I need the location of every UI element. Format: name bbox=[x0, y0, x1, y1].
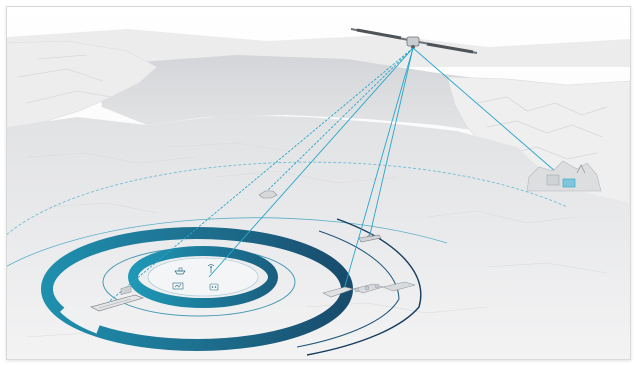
link-to-vessel-left bbox=[104, 47, 414, 306]
station-highlight bbox=[562, 178, 576, 188]
hub-core bbox=[147, 257, 259, 297]
satellite-dish bbox=[411, 45, 415, 49]
link-to-vessel-right bbox=[342, 47, 414, 294]
ship-icon bbox=[174, 267, 186, 275]
link-to-drone bbox=[264, 47, 414, 194]
satellite-panel-right bbox=[426, 42, 474, 54]
vessel-right bbox=[322, 281, 416, 298]
navy-range-arc-outer bbox=[306, 218, 422, 356]
aircraft bbox=[358, 232, 382, 243]
arctic-satellite-scene bbox=[7, 7, 630, 359]
link-to-hub bbox=[208, 47, 414, 278]
outer-ring-gap bbox=[60, 301, 102, 334]
satellite-body bbox=[406, 36, 420, 47]
satellite-panel-left bbox=[356, 28, 402, 40]
hub-icon-cluster bbox=[172, 264, 219, 291]
vessel-left bbox=[90, 285, 145, 312]
illustration-frame bbox=[6, 6, 631, 360]
ice-shelf-ridges bbox=[16, 54, 112, 104]
navy-range-arc-inner bbox=[296, 230, 400, 348]
robot-icon bbox=[209, 283, 219, 291]
outer-range-arc-dashed bbox=[7, 161, 568, 235]
satellite bbox=[350, 28, 478, 54]
coastline-ridges bbox=[476, 96, 608, 160]
link-to-aircraft bbox=[368, 47, 414, 240]
inner-teal-ring bbox=[128, 246, 278, 308]
antenna-icon bbox=[207, 264, 215, 273]
data-icon bbox=[172, 282, 184, 290]
satellite-links bbox=[104, 47, 572, 306]
link-to-ground-station bbox=[412, 47, 572, 186]
drone bbox=[258, 190, 278, 199]
distant-landmass bbox=[7, 29, 630, 67]
ground-station bbox=[526, 160, 602, 192]
station-antenna-icon bbox=[576, 164, 586, 174]
station-building bbox=[546, 174, 560, 186]
outer-range-arc-1 bbox=[7, 217, 448, 267]
